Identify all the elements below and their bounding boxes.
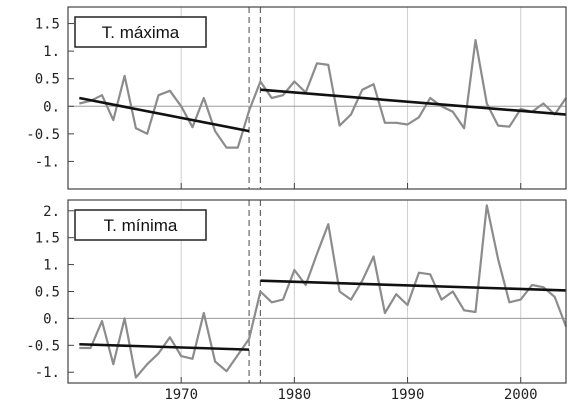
series-line xyxy=(79,38,567,149)
y-tick-label: -0.5 xyxy=(26,127,60,143)
panel-title-box xyxy=(74,209,207,241)
panel-title-box xyxy=(74,16,207,48)
trend-line xyxy=(79,342,250,351)
x-tick-label: 1990 xyxy=(391,387,425,403)
y-tick-label: 0. xyxy=(43,311,60,327)
y-tick-label: -1. xyxy=(35,154,60,170)
series-line xyxy=(79,204,568,379)
x-tick-label: 1980 xyxy=(278,387,312,403)
plot-frame xyxy=(67,6,567,190)
y-tick-label: 0.5 xyxy=(35,72,60,88)
x-tick-label: 2000 xyxy=(504,387,538,403)
y-tick-label: 0.5 xyxy=(35,285,60,301)
y-tick-label: 1.5 xyxy=(35,17,60,33)
x-tick-label: 1970 xyxy=(164,387,198,403)
panel-tmin: -1. -0.5 0. 0.5 1. 1.5 2. 1970 1980 1990 2000 T. mí… xyxy=(26,199,568,403)
panel-title: T. mínima xyxy=(104,216,178,235)
y-tick-label: -1. xyxy=(35,365,60,381)
y-tick-label: 0. xyxy=(43,99,60,115)
y-tick-label: 1.5 xyxy=(35,231,60,247)
trend-line xyxy=(260,279,567,292)
panel-title: T. máxima xyxy=(102,23,180,42)
y-tick-label: 1. xyxy=(43,258,60,274)
panel-tmax: -1. -0.5 0. 0.5 1. 1.5 T. máxima xyxy=(26,6,567,190)
trend-line xyxy=(79,96,250,133)
trend-line xyxy=(260,88,567,116)
y-tick-label: 2. xyxy=(43,204,60,220)
y-tick-label: 1. xyxy=(43,44,60,60)
y-tick-label: -0.5 xyxy=(26,338,60,354)
